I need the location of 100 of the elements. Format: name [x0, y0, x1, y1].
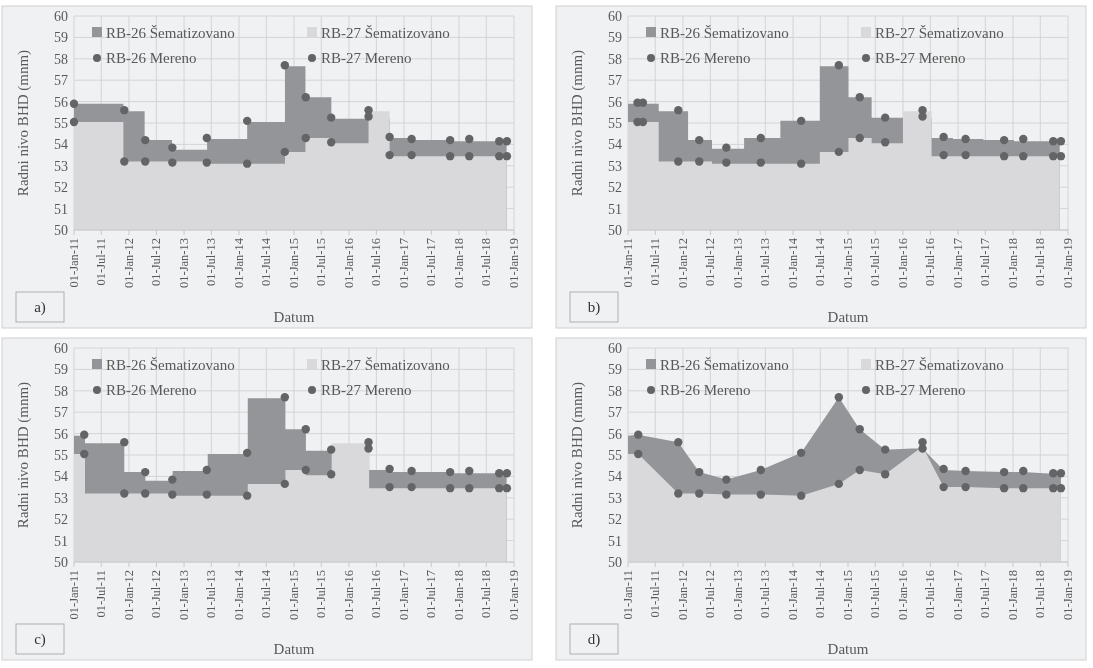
point — [939, 132, 948, 142]
point — [999, 151, 1009, 161]
point — [674, 105, 683, 115]
y-tick-label: 52 — [54, 180, 68, 196]
x-tick-label: 01-Jan-19 — [507, 238, 521, 288]
point — [326, 445, 336, 454]
point — [364, 112, 373, 121]
point — [880, 470, 890, 479]
x-tick-label: 01-Jul-14 — [259, 569, 274, 618]
point — [502, 151, 512, 161]
point — [756, 465, 766, 475]
point — [242, 448, 252, 458]
x-tick-label: 01-Jul-17 — [424, 238, 439, 286]
point — [855, 133, 864, 143]
point — [834, 393, 844, 402]
y-tick-label: 60 — [608, 8, 622, 24]
point — [141, 489, 150, 498]
x-tick-label: 01-Jan-11 — [67, 238, 81, 288]
point — [120, 157, 129, 166]
y-tick-label: 58 — [54, 383, 68, 399]
point — [855, 425, 864, 434]
x-tick-label: 01-Jul-17 — [978, 570, 993, 618]
point — [202, 490, 212, 499]
point — [1056, 483, 1066, 493]
x-tick-label: 01-Jan-13 — [731, 570, 746, 620]
point — [880, 113, 890, 122]
point — [1019, 466, 1028, 476]
x-tick-label: 01-Jul-15 — [314, 570, 329, 618]
point — [880, 445, 890, 454]
text: d) — [587, 631, 601, 648]
y-tick-label: 58 — [54, 51, 68, 67]
point — [385, 132, 394, 142]
point — [168, 143, 177, 152]
y-tick-label: 53 — [54, 490, 68, 506]
point — [202, 133, 212, 143]
point — [674, 437, 683, 447]
point — [1049, 468, 1058, 478]
legend-label: RB-26 Šematizovano — [660, 357, 789, 373]
y-tick-label: 55 — [54, 447, 68, 463]
point — [939, 482, 948, 492]
y-tick-label: 54 — [608, 469, 622, 485]
x-tick-label: 01-Jan-14 — [232, 569, 247, 620]
point — [120, 489, 129, 498]
x-tick-label: 01-Jul-18 — [1033, 570, 1048, 618]
point — [407, 466, 416, 476]
point — [502, 468, 512, 478]
point — [385, 150, 394, 160]
point — [918, 112, 927, 121]
point — [168, 490, 177, 499]
y-tick-label: 52 — [608, 512, 622, 528]
point — [999, 135, 1009, 145]
x-tick-label: 01-Jan-12 — [121, 238, 136, 288]
point — [69, 99, 79, 108]
x-tick-label: 01-Jan-18 — [452, 238, 467, 288]
point — [695, 489, 704, 498]
legend-label: RB-27 Mereno — [875, 382, 966, 398]
x-tick-label: 01-Jan-13 — [177, 238, 192, 288]
y-tick-label: 50 — [608, 222, 622, 238]
y-tick-label: 52 — [608, 180, 622, 196]
point — [1056, 136, 1066, 146]
point — [465, 134, 474, 144]
x-tick-label: 01-Jul-13 — [758, 238, 773, 286]
y-tick-label: 51 — [54, 201, 68, 217]
x-tick-label: 01-Jan-18 — [452, 570, 467, 620]
x-tick-label: 01-Jan-16 — [341, 238, 356, 288]
point — [364, 444, 373, 453]
y-tick-label: 56 — [54, 426, 68, 442]
x-tick-label: 01-Jul-18 — [479, 238, 494, 286]
legend-label: RB-27 Mereno — [875, 50, 966, 66]
point — [674, 157, 683, 166]
point — [242, 491, 252, 500]
point — [695, 467, 704, 477]
x-tick-label: 01-Jul-15 — [868, 238, 883, 286]
x-tick-label: 01-Jan-13 — [731, 238, 746, 288]
point — [385, 482, 394, 492]
x-tick-label: 01-Jan-16 — [341, 570, 356, 620]
x-tick-label: 01-Jul-11 — [94, 570, 109, 618]
point — [796, 116, 806, 126]
x-tick-label: 01-Jul-12 — [703, 570, 718, 618]
point — [280, 147, 290, 157]
text: a) — [34, 299, 46, 316]
x-tick-label: 01-Jul-11 — [648, 238, 663, 286]
point — [1019, 151, 1028, 161]
y-tick-label: 53 — [608, 158, 622, 174]
x-axis-title: Datum — [273, 309, 315, 325]
x-tick-label: 01-Jul-14 — [259, 237, 274, 286]
x-tick-label: 01-Jan-15 — [841, 238, 855, 288]
x-tick-label: 01-Jan-17 — [951, 238, 966, 288]
y-tick-label: 57 — [608, 405, 622, 421]
point — [961, 134, 970, 144]
point — [280, 61, 290, 70]
point — [242, 159, 252, 168]
x-tick-label: 01-Jul-15 — [314, 238, 329, 286]
point — [495, 151, 504, 161]
point — [120, 105, 129, 115]
point — [695, 135, 704, 145]
legend-label: RB-26 Mereno — [106, 382, 197, 398]
x-tick-label: 01-Jul-15 — [868, 570, 883, 618]
y-tick-label: 55 — [608, 447, 622, 463]
legend-label: RB-27 Šematizovano — [875, 25, 1004, 41]
